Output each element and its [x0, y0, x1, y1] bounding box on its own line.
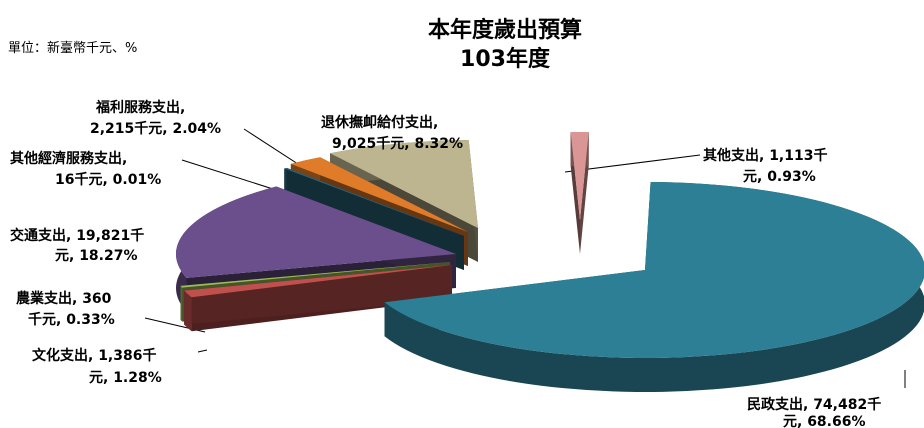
slice-top-transport [175, 186, 456, 278]
label-welfare-line1: 福利服務支出, [95, 99, 185, 116]
label-agri-line1: 農業支出, 360 [16, 290, 112, 307]
label-welfare-line2: 2,215千元, 2.04% [90, 120, 221, 137]
slice-side-culture [184, 290, 192, 332]
label-agri-line2: 千元, 0.33% [28, 311, 115, 328]
slice-top-civil [384, 182, 924, 358]
label-civil-line1: 民政支出, 74,482千 [747, 396, 881, 413]
pie-slices [175, 132, 924, 392]
chart-subtitle: 103年度 [460, 46, 551, 72]
slice-top-pension [330, 140, 478, 228]
chart-title: 本年度歲出預算 [428, 17, 582, 43]
slice-civil [384, 182, 924, 392]
slice-top-welfare [290, 157, 468, 232]
slice-top-culture [184, 265, 452, 298]
slice-label-agri: 農業支出, 360 千元, 0.33% [16, 290, 115, 328]
slice-other [570, 132, 589, 254]
unit-note: 單位：新臺幣千元、% [8, 40, 137, 56]
label-pension-line2: 9,025千元, 8.32% [332, 135, 463, 152]
slice-wall-b-culture [184, 265, 452, 325]
label-transport-line2: 元, 18.27% [55, 248, 138, 264]
slice-top-econ [284, 167, 464, 236]
label-other-line1: 其他支出, 1,113千 [703, 147, 827, 164]
slice-label-transport: 交通支出, 19,821千 元, 18.27% [10, 227, 144, 264]
label-pension-line1: 退休撫卹給付支出, [321, 114, 438, 131]
label-other-line2: 元, 0.93% [743, 169, 816, 185]
label-culture-line2: 元, 1.28% [89, 370, 162, 386]
slice-label-civil: 民政支出, 74,482千 元, 68.66% [747, 396, 881, 428]
slice-label-econ: 其他經濟服務支出, 16千元, 0.01% [10, 150, 161, 188]
slice-side-agri [180, 285, 183, 322]
slice-labels: 民政支出, 74,482千 元, 68.66% 文化支出, 1,386千 元, … [10, 99, 881, 428]
slice-label-culture: 文化支出, 1,386千 元, 1.28% [32, 347, 162, 386]
label-econ-line1: 其他經濟服務支出, [10, 150, 127, 167]
label-culture-line1: 文化支出, 1,386千 [32, 347, 156, 364]
leader-culture [197, 349, 208, 353]
label-transport-line1: 交通支出, 19,821千 [10, 227, 144, 244]
slice-label-welfare: 福利服務支出, 2,215千元, 2.04% [90, 99, 221, 137]
label-econ-line2: 16千元, 0.01% [55, 171, 161, 188]
slice-label-pension: 退休撫卹給付支出, 9,025千元, 8.32% [321, 114, 463, 152]
label-civil-line2: 元, 68.66% [783, 414, 866, 428]
slice-label-other: 其他支出, 1,113千 元, 0.93% [703, 147, 827, 185]
slice-top-other [570, 132, 589, 220]
slice-culture [184, 265, 452, 332]
slice-top-agri [180, 262, 450, 288]
